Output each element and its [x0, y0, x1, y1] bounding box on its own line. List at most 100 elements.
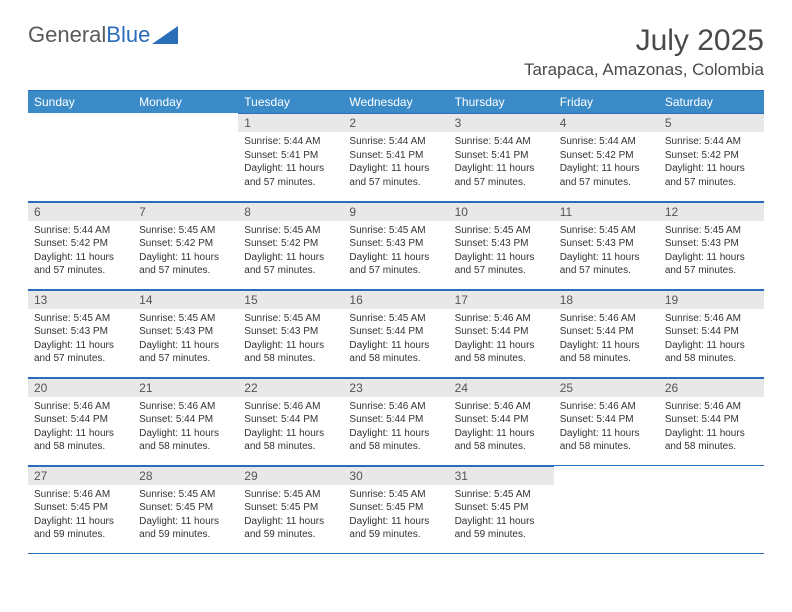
day-details: Sunrise: 5:45 AMSunset: 5:42 PMDaylight:… — [133, 221, 238, 282]
day-details: Sunrise: 5:45 AMSunset: 5:45 PMDaylight:… — [238, 485, 343, 546]
calendar-cell: 29Sunrise: 5:45 AMSunset: 5:45 PMDayligh… — [238, 465, 343, 553]
calendar-row: 20Sunrise: 5:46 AMSunset: 5:44 PMDayligh… — [28, 377, 764, 465]
day-number: 7 — [133, 202, 238, 221]
day-number: 3 — [449, 113, 554, 132]
calendar-cell: 15Sunrise: 5:45 AMSunset: 5:43 PMDayligh… — [238, 289, 343, 377]
calendar-cell: 25Sunrise: 5:46 AMSunset: 5:44 PMDayligh… — [554, 377, 659, 465]
logo-triangle-icon — [152, 26, 178, 44]
calendar-cell: 4Sunrise: 5:44 AMSunset: 5:42 PMDaylight… — [554, 113, 659, 201]
weekday-header: Wednesday — [343, 91, 448, 114]
calendar-cell — [28, 113, 133, 201]
calendar-cell: 23Sunrise: 5:46 AMSunset: 5:44 PMDayligh… — [343, 377, 448, 465]
day-details: Sunrise: 5:45 AMSunset: 5:43 PMDaylight:… — [238, 309, 343, 370]
day-number: 24 — [449, 378, 554, 397]
weekday-header: Friday — [554, 91, 659, 114]
calendar-cell: 31Sunrise: 5:45 AMSunset: 5:45 PMDayligh… — [449, 465, 554, 553]
day-number: 20 — [28, 378, 133, 397]
calendar-cell: 27Sunrise: 5:46 AMSunset: 5:45 PMDayligh… — [28, 465, 133, 553]
day-number: 23 — [343, 378, 448, 397]
day-number: 12 — [659, 202, 764, 221]
day-details: Sunrise: 5:46 AMSunset: 5:44 PMDaylight:… — [238, 397, 343, 458]
day-number: 2 — [343, 113, 448, 132]
day-details: Sunrise: 5:44 AMSunset: 5:42 PMDaylight:… — [554, 132, 659, 193]
day-number: 19 — [659, 290, 764, 309]
day-number: 4 — [554, 113, 659, 132]
day-details: Sunrise: 5:45 AMSunset: 5:45 PMDaylight:… — [449, 485, 554, 546]
day-number: 27 — [28, 466, 133, 485]
day-number: 6 — [28, 202, 133, 221]
calendar-cell: 20Sunrise: 5:46 AMSunset: 5:44 PMDayligh… — [28, 377, 133, 465]
day-number: 31 — [449, 466, 554, 485]
calendar-cell — [659, 465, 764, 553]
logo-text-general: General — [28, 24, 106, 46]
day-details: Sunrise: 5:46 AMSunset: 5:44 PMDaylight:… — [133, 397, 238, 458]
calendar-header-row: SundayMondayTuesdayWednesdayThursdayFrid… — [28, 91, 764, 114]
weekday-header: Saturday — [659, 91, 764, 114]
day-number: 26 — [659, 378, 764, 397]
calendar-cell: 1Sunrise: 5:44 AMSunset: 5:41 PMDaylight… — [238, 113, 343, 201]
day-details: Sunrise: 5:45 AMSunset: 5:45 PMDaylight:… — [343, 485, 448, 546]
day-details: Sunrise: 5:46 AMSunset: 5:44 PMDaylight:… — [659, 309, 764, 370]
calendar-row: 6Sunrise: 5:44 AMSunset: 5:42 PMDaylight… — [28, 201, 764, 289]
day-details: Sunrise: 5:46 AMSunset: 5:44 PMDaylight:… — [28, 397, 133, 458]
calendar-row: 13Sunrise: 5:45 AMSunset: 5:43 PMDayligh… — [28, 289, 764, 377]
calendar-cell: 11Sunrise: 5:45 AMSunset: 5:43 PMDayligh… — [554, 201, 659, 289]
day-details: Sunrise: 5:45 AMSunset: 5:43 PMDaylight:… — [133, 309, 238, 370]
day-details: Sunrise: 5:46 AMSunset: 5:44 PMDaylight:… — [659, 397, 764, 458]
day-number: 9 — [343, 202, 448, 221]
day-details: Sunrise: 5:46 AMSunset: 5:45 PMDaylight:… — [28, 485, 133, 546]
calendar-body: 1Sunrise: 5:44 AMSunset: 5:41 PMDaylight… — [28, 113, 764, 553]
day-details: Sunrise: 5:45 AMSunset: 5:45 PMDaylight:… — [133, 485, 238, 546]
day-details: Sunrise: 5:46 AMSunset: 5:44 PMDaylight:… — [554, 397, 659, 458]
day-details: Sunrise: 5:44 AMSunset: 5:41 PMDaylight:… — [238, 132, 343, 193]
calendar-cell: 26Sunrise: 5:46 AMSunset: 5:44 PMDayligh… — [659, 377, 764, 465]
calendar-cell: 8Sunrise: 5:45 AMSunset: 5:42 PMDaylight… — [238, 201, 343, 289]
calendar-cell: 5Sunrise: 5:44 AMSunset: 5:42 PMDaylight… — [659, 113, 764, 201]
day-number: 15 — [238, 290, 343, 309]
day-number: 1 — [238, 113, 343, 132]
day-details: Sunrise: 5:45 AMSunset: 5:43 PMDaylight:… — [28, 309, 133, 370]
page-header: GeneralBlue July 2025 Tarapaca, Amazonas… — [28, 24, 764, 80]
day-details: Sunrise: 5:45 AMSunset: 5:44 PMDaylight:… — [343, 309, 448, 370]
calendar-cell: 9Sunrise: 5:45 AMSunset: 5:43 PMDaylight… — [343, 201, 448, 289]
day-number: 17 — [449, 290, 554, 309]
day-number: 8 — [238, 202, 343, 221]
day-number: 22 — [238, 378, 343, 397]
day-details: Sunrise: 5:46 AMSunset: 5:44 PMDaylight:… — [343, 397, 448, 458]
calendar-cell — [133, 113, 238, 201]
calendar-cell: 12Sunrise: 5:45 AMSunset: 5:43 PMDayligh… — [659, 201, 764, 289]
calendar-cell: 28Sunrise: 5:45 AMSunset: 5:45 PMDayligh… — [133, 465, 238, 553]
month-title: July 2025 — [524, 24, 764, 58]
day-number: 21 — [133, 378, 238, 397]
calendar-cell: 30Sunrise: 5:45 AMSunset: 5:45 PMDayligh… — [343, 465, 448, 553]
day-details: Sunrise: 5:44 AMSunset: 5:42 PMDaylight:… — [659, 132, 764, 193]
title-block: July 2025 Tarapaca, Amazonas, Colombia — [524, 24, 764, 80]
day-number: 30 — [343, 466, 448, 485]
location-text: Tarapaca, Amazonas, Colombia — [524, 60, 764, 80]
day-details: Sunrise: 5:44 AMSunset: 5:42 PMDaylight:… — [28, 221, 133, 282]
day-details: Sunrise: 5:45 AMSunset: 5:43 PMDaylight:… — [554, 221, 659, 282]
day-number: 13 — [28, 290, 133, 309]
weekday-header: Tuesday — [238, 91, 343, 114]
calendar-page: GeneralBlue July 2025 Tarapaca, Amazonas… — [0, 0, 792, 578]
calendar-cell: 13Sunrise: 5:45 AMSunset: 5:43 PMDayligh… — [28, 289, 133, 377]
calendar-row: 27Sunrise: 5:46 AMSunset: 5:45 PMDayligh… — [28, 465, 764, 553]
calendar-cell: 7Sunrise: 5:45 AMSunset: 5:42 PMDaylight… — [133, 201, 238, 289]
day-details: Sunrise: 5:46 AMSunset: 5:44 PMDaylight:… — [449, 309, 554, 370]
weekday-header: Sunday — [28, 91, 133, 114]
day-details: Sunrise: 5:44 AMSunset: 5:41 PMDaylight:… — [449, 132, 554, 193]
calendar-cell: 18Sunrise: 5:46 AMSunset: 5:44 PMDayligh… — [554, 289, 659, 377]
calendar-cell: 14Sunrise: 5:45 AMSunset: 5:43 PMDayligh… — [133, 289, 238, 377]
day-details: Sunrise: 5:46 AMSunset: 5:44 PMDaylight:… — [449, 397, 554, 458]
weekday-header: Monday — [133, 91, 238, 114]
calendar-cell: 10Sunrise: 5:45 AMSunset: 5:43 PMDayligh… — [449, 201, 554, 289]
day-number: 16 — [343, 290, 448, 309]
day-number: 10 — [449, 202, 554, 221]
day-details: Sunrise: 5:45 AMSunset: 5:43 PMDaylight:… — [449, 221, 554, 282]
calendar-cell: 19Sunrise: 5:46 AMSunset: 5:44 PMDayligh… — [659, 289, 764, 377]
calendar-cell: 22Sunrise: 5:46 AMSunset: 5:44 PMDayligh… — [238, 377, 343, 465]
logo-text-blue: Blue — [106, 24, 150, 46]
day-number: 11 — [554, 202, 659, 221]
day-number: 29 — [238, 466, 343, 485]
logo: GeneralBlue — [28, 24, 178, 46]
